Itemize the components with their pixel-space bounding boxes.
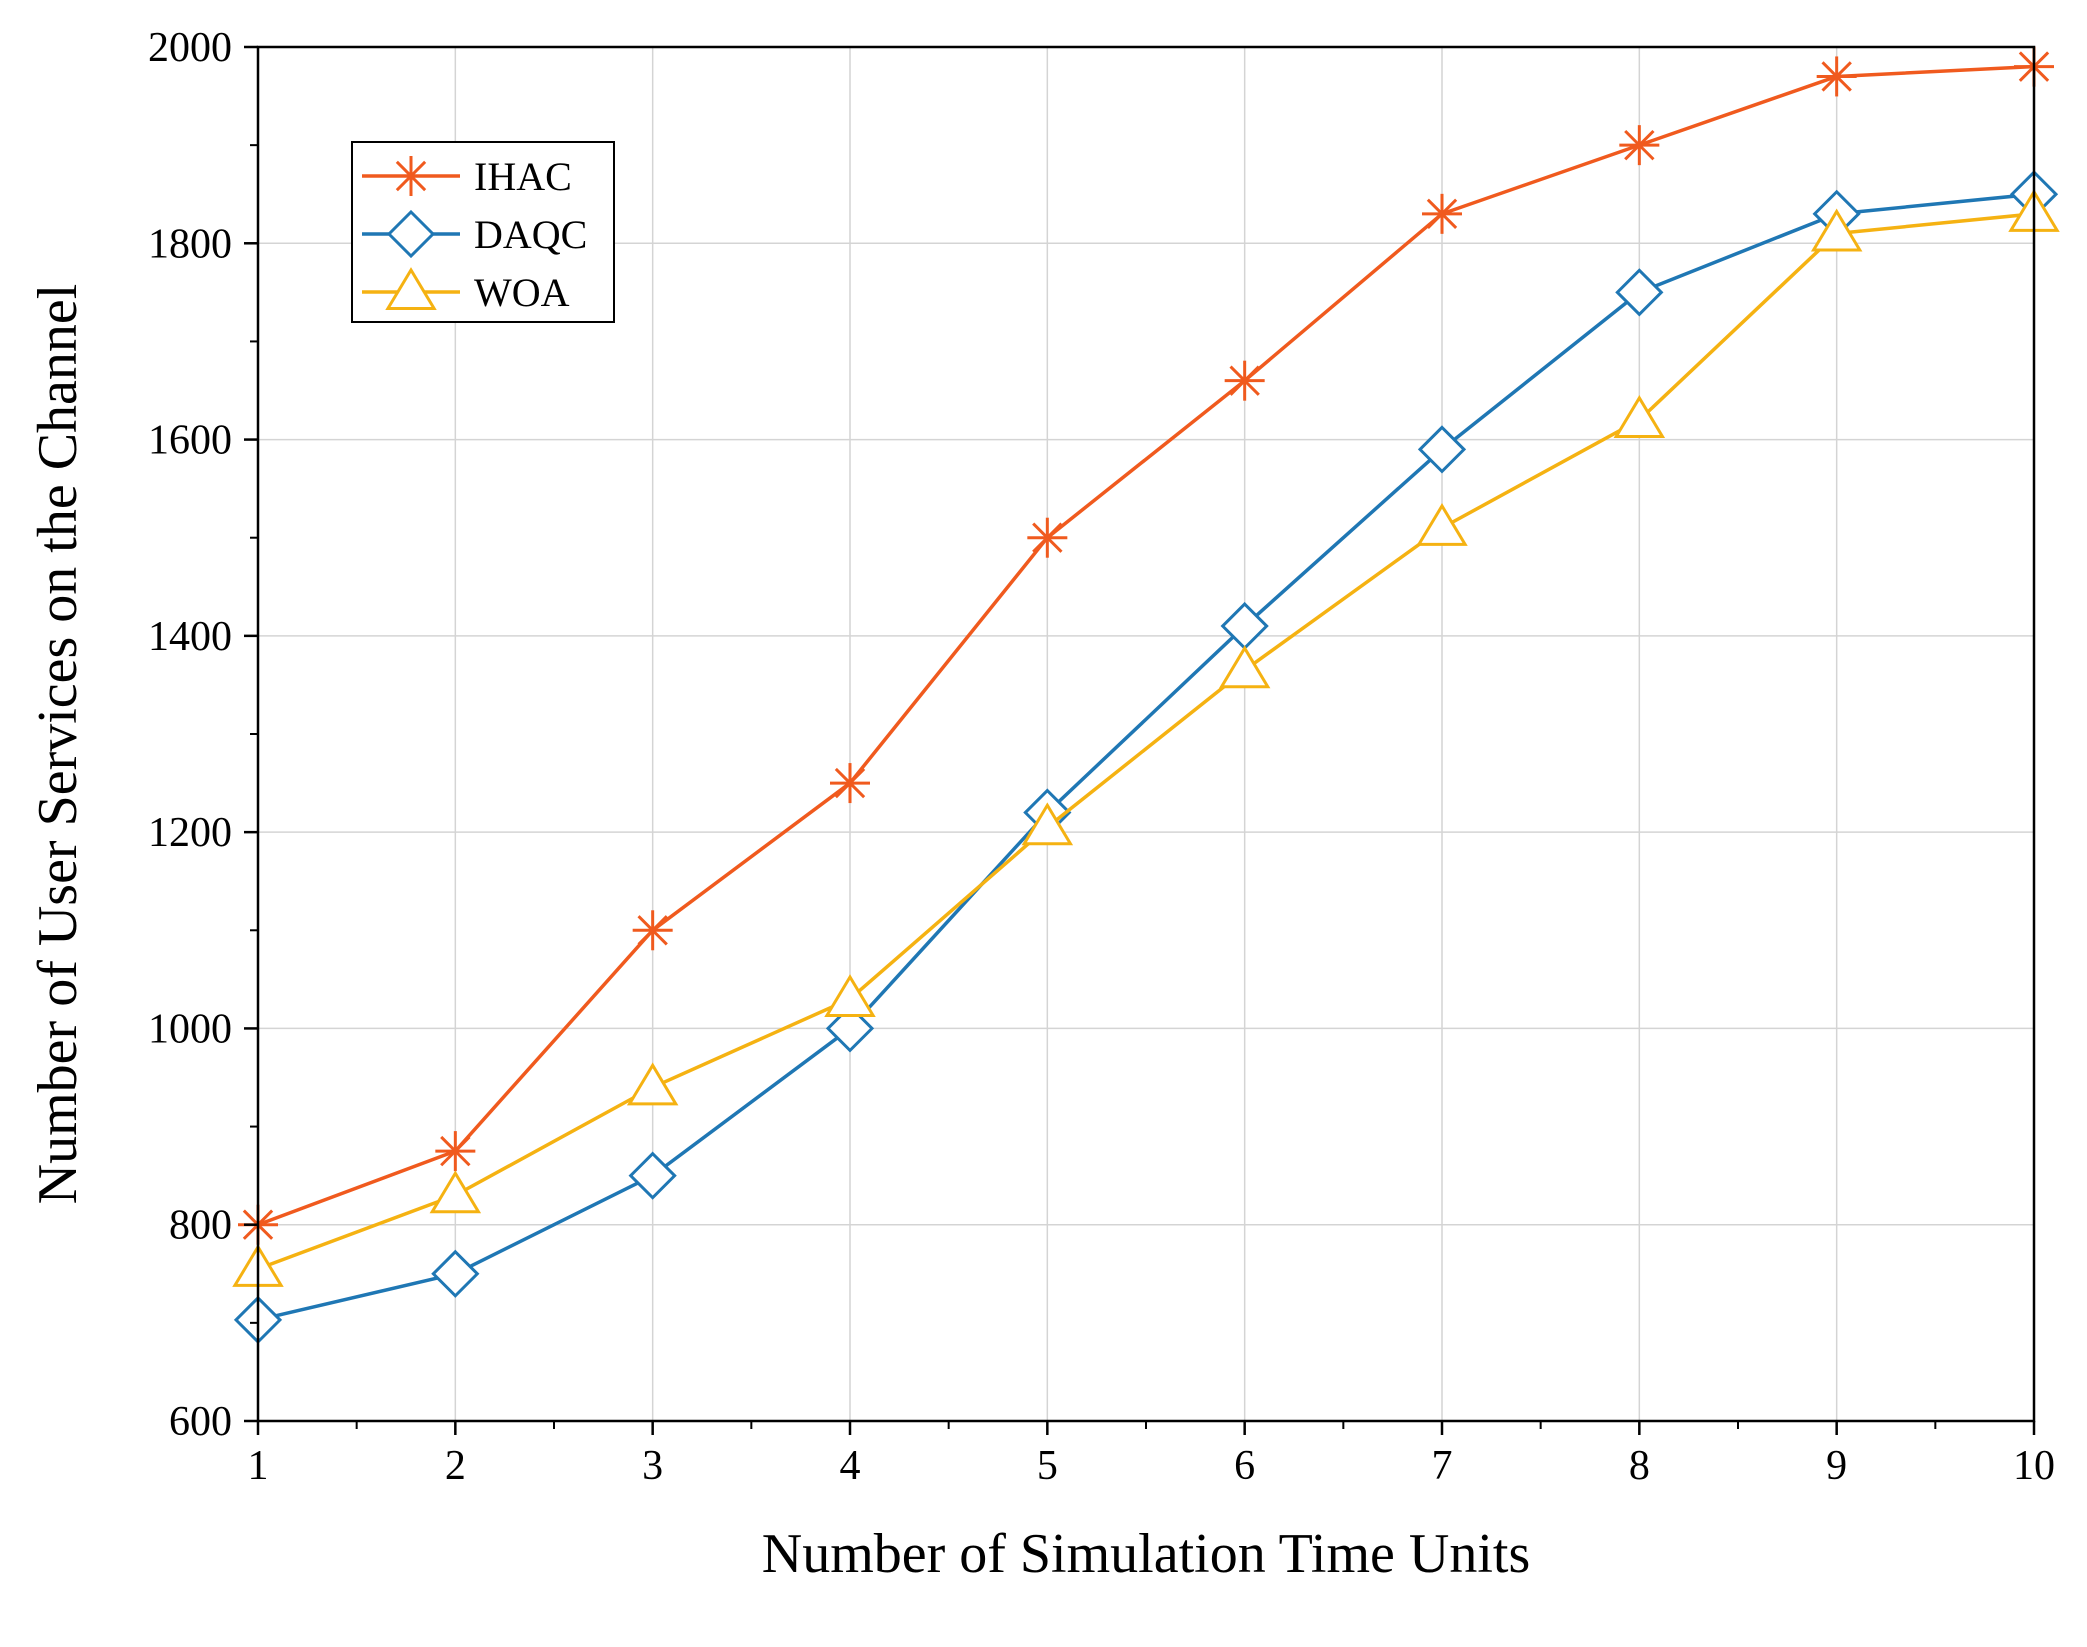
data-point-daqc <box>825 1004 875 1053</box>
series-ihac <box>238 46 2054 1245</box>
legend-marker-woa <box>385 267 437 310</box>
series-line-daqc <box>257 192 2035 1322</box>
data-point-woa <box>1218 645 1271 689</box>
x-tick-label: 8 <box>1629 1443 1650 1489</box>
legend-entry-daqc: DAQC <box>362 209 587 259</box>
data-point-woa <box>1416 502 1468 546</box>
data-point-woa <box>824 974 876 1017</box>
x-tick-label: 1 <box>248 1443 269 1489</box>
y-tick-label: 2000 <box>148 25 232 71</box>
data-point-ihac <box>632 910 673 951</box>
y-tick-label: 1600 <box>148 418 232 464</box>
data-point-woa <box>626 1062 679 1106</box>
data-point-daqc <box>1417 425 1467 474</box>
data-point-ihac <box>830 763 870 804</box>
data-point-woa <box>1613 395 1666 438</box>
x-tick-label: 9 <box>1826 1443 1847 1489</box>
y-tick-label: 1800 <box>148 221 232 267</box>
series-line-ihac <box>257 64 2035 1227</box>
data-point-daqc <box>1615 268 1664 317</box>
legend-entry-ihac: IHAC <box>362 154 572 199</box>
axes: 1 2 3 4 5 6 7 8 9 10 600 800 1000 1200 1400 1600 1800 200… <box>148 25 2055 1489</box>
data-point-woa <box>429 1170 482 1214</box>
data-point-daqc <box>628 1151 677 1200</box>
y-axis-title: Number of User Services on the Channel <box>27 284 89 1205</box>
legend-label-daqc: DAQC <box>474 212 587 257</box>
legend-entry-woa: WOA <box>362 267 570 315</box>
data-point-ihac <box>1422 193 1462 234</box>
x-tick-label: 4 <box>840 1443 861 1489</box>
x-tick-label: 6 <box>1234 1443 1255 1489</box>
y-tick-label: 800 <box>169 1203 232 1249</box>
legend-label-woa: WOA <box>474 270 570 315</box>
data-point-ihac <box>1816 56 1857 97</box>
x-tick-label: 7 <box>1432 1443 1453 1489</box>
y-tick-label: 1400 <box>148 614 232 660</box>
data-point-ihac <box>1224 360 1265 401</box>
y-tick-label: 1200 <box>148 810 232 856</box>
x-axis-title: Number of Simulation Time Units <box>762 1523 1531 1585</box>
legend-label-ihac: IHAC <box>474 154 572 199</box>
x-tick-label: 3 <box>642 1443 663 1489</box>
data-point-woa <box>1021 802 1074 846</box>
x-tick-label: 10 <box>2013 1443 2055 1489</box>
y-tick-label: 600 <box>169 1399 232 1445</box>
data-point-ihac <box>1619 125 1660 166</box>
data-point-daqc <box>431 1249 480 1298</box>
x-tick-label: 5 <box>1037 1443 1058 1489</box>
legend-marker-ihac <box>391 156 431 196</box>
data-point-ihac <box>1027 517 1068 558</box>
legend: IHAC DAQC WOA <box>351 141 615 323</box>
data-point-ihac <box>435 1131 476 1172</box>
series-line-woa <box>257 212 2035 1271</box>
y-tick-label: 1000 <box>148 1006 232 1052</box>
legend-marker-daqc <box>386 209 436 259</box>
series-woa <box>232 188 2060 1287</box>
data-point-woa <box>1810 208 1863 252</box>
x-tick-label: 2 <box>445 1443 466 1489</box>
